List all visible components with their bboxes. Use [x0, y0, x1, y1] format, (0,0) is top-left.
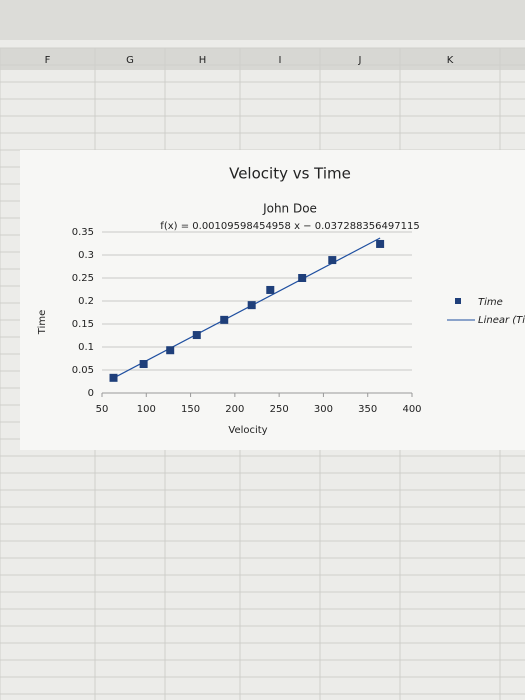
point — [109, 373, 118, 382]
point — [220, 315, 229, 324]
y-tick-label: 0.15 — [72, 319, 94, 330]
trend-equation: f(x) = 0.00109598454958 x − 0.0372883564… — [160, 221, 419, 232]
x-tick-label: 200 — [225, 404, 244, 415]
x-tick-label: 400 — [402, 404, 421, 415]
x-tick-label: 250 — [270, 404, 289, 415]
column-header: J — [358, 55, 362, 66]
y-axis-label: Time — [37, 310, 48, 335]
top-bar — [0, 0, 525, 40]
point — [192, 331, 201, 340]
legend-label: Time — [478, 297, 503, 308]
x-tick-label: 50 — [96, 404, 109, 415]
y-tick-label: 0.05 — [72, 365, 94, 376]
legend-label: Linear (Ti — [478, 315, 525, 326]
x-axis-label: Velocity — [228, 425, 267, 436]
legend-marker — [455, 298, 461, 304]
point — [328, 256, 337, 265]
chart-title: Velocity vs Time — [229, 165, 351, 183]
column-header: H — [199, 55, 207, 66]
column-header: G — [126, 55, 134, 66]
x-tick-label: 150 — [181, 404, 200, 415]
chart-subtitle: John Doe — [262, 202, 317, 216]
x-tick-label: 100 — [137, 404, 156, 415]
point — [376, 239, 385, 248]
point — [266, 285, 275, 294]
point — [247, 301, 256, 310]
x-tick-label: 350 — [358, 404, 377, 415]
point — [166, 346, 175, 355]
y-tick-label: 0.1 — [78, 342, 94, 353]
y-tick-label: 0.35 — [72, 227, 94, 238]
column-header: K — [447, 55, 454, 66]
y-tick-label: 0.2 — [78, 296, 94, 307]
point — [139, 360, 148, 369]
x-tick-label: 300 — [314, 404, 333, 415]
column-header: I — [279, 55, 282, 66]
y-tick-label: 0.25 — [72, 273, 94, 284]
y-tick-label: 0.3 — [78, 250, 94, 261]
chart-area — [20, 150, 525, 450]
y-tick-label: 0 — [88, 388, 94, 399]
point — [298, 274, 307, 282]
column-header: F — [45, 55, 51, 66]
